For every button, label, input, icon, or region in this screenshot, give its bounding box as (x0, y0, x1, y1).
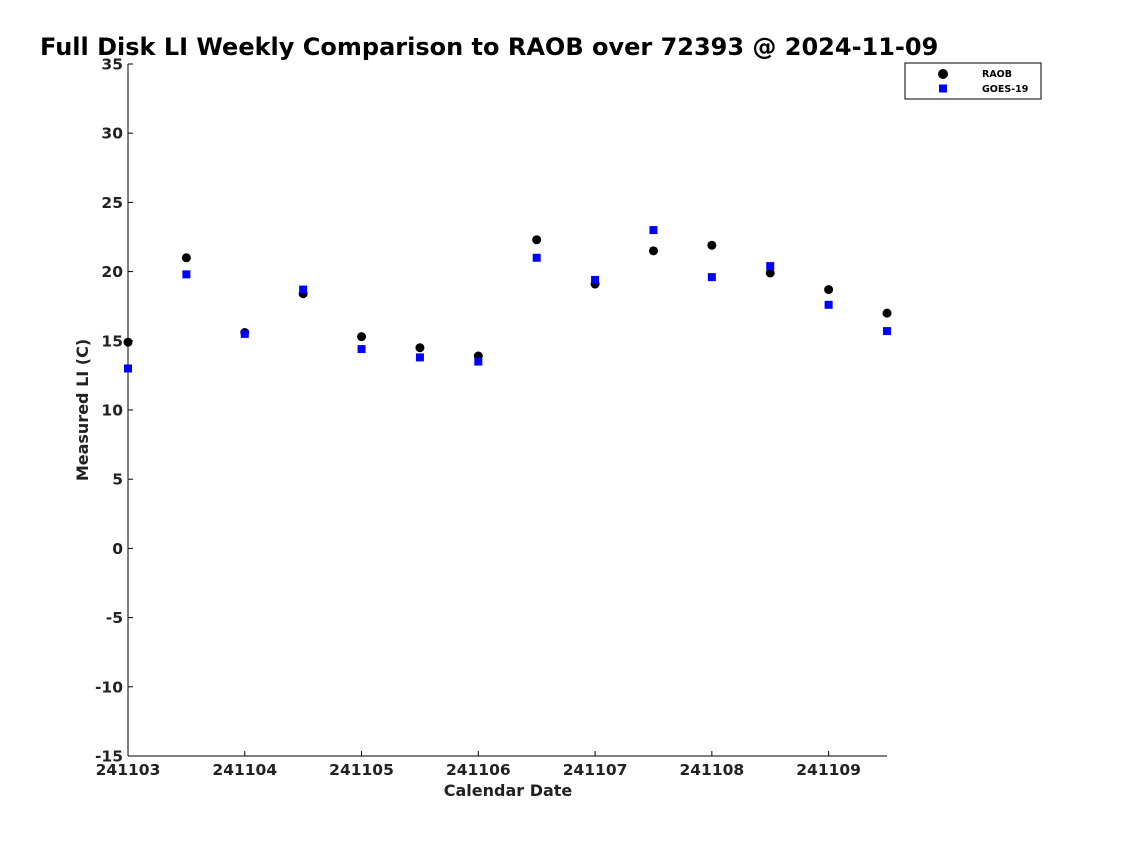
data-point-goes-19 (474, 357, 483, 366)
series-goes-19 (124, 226, 891, 373)
x-tick-label: 241108 (679, 761, 744, 779)
x-tick-label: 241106 (446, 761, 511, 779)
y-tick-label: 20 (101, 263, 123, 281)
data-point-raob (882, 308, 892, 318)
data-point-raob (415, 343, 425, 353)
legend-label-raob: RAOB (982, 69, 1012, 80)
x-tick-label: 241109 (796, 761, 861, 779)
data-point-goes-19 (532, 253, 541, 262)
data-point-raob (707, 240, 717, 250)
data-point-raob (648, 246, 658, 256)
data-point-goes-19 (415, 353, 424, 362)
series-raob (123, 235, 892, 361)
y-tick-label: 30 (101, 125, 123, 143)
y-tick-label: 15 (101, 332, 123, 350)
data-point-raob (824, 285, 834, 295)
legend-box (904, 62, 1042, 100)
data-point-raob (357, 332, 367, 342)
x-tick-label: 241105 (329, 761, 394, 779)
data-point-goes-19 (649, 226, 658, 235)
y-tick-label: -15 (95, 748, 123, 766)
data-point-goes-19 (182, 270, 191, 279)
data-point-goes-19 (707, 273, 716, 282)
data-point-goes-19 (357, 345, 366, 354)
plot-axes (127, 64, 887, 757)
data-point-raob (532, 235, 542, 245)
y-tick-label: 10 (101, 402, 123, 420)
data-points (123, 226, 892, 373)
y-tick-label: 5 (112, 471, 123, 489)
x-axis-label: Calendar Date (444, 781, 573, 800)
legend-marker-raob (938, 69, 948, 79)
data-point-raob (123, 337, 133, 347)
x-tick-label: 241103 (96, 761, 161, 779)
x-tick-label: 241104 (212, 761, 277, 779)
data-point-goes-19 (824, 300, 833, 309)
legend-marker-goes (939, 84, 947, 93)
y-axis-ticks: -15 -10 -5 0 5 10 15 20 25 30 35 (95, 56, 133, 766)
chart-title: Full Disk LI Weekly Comparison to RAOB o… (40, 33, 938, 61)
y-tick-label: -10 (95, 678, 123, 696)
y-tick-label: 25 (101, 194, 123, 212)
y-axis-label: Measured LI (C) (73, 339, 92, 481)
data-point-goes-19 (883, 327, 891, 336)
y-tick-label: -5 (106, 609, 123, 627)
data-point-goes-19 (766, 262, 775, 271)
data-point-goes-19 (591, 275, 600, 284)
y-tick-label: 35 (101, 56, 123, 74)
data-point-raob (181, 253, 191, 263)
x-tick-label: 241107 (563, 761, 628, 779)
legend: RAOB GOES-19 (904, 62, 1042, 100)
data-point-raob (765, 268, 775, 278)
legend-label-goes: GOES-19 (982, 84, 1028, 95)
data-point-goes-19 (299, 285, 308, 294)
data-point-goes-19 (124, 364, 132, 373)
y-tick-label: 0 (112, 540, 123, 558)
data-point-goes-19 (240, 329, 249, 338)
x-axis-ticks: 241103 241104 241105 241106 241107 241108 2411… (96, 751, 861, 779)
